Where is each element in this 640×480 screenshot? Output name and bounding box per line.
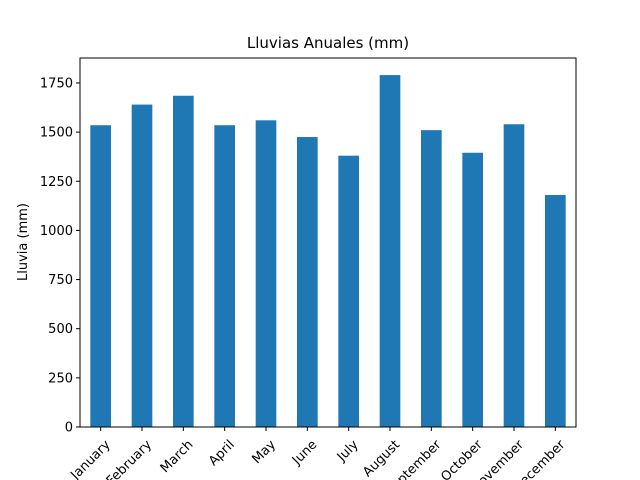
x-tick-label: May	[249, 437, 279, 467]
y-tick-label: 0	[65, 421, 73, 436]
bar-november	[503, 124, 525, 428]
y-tick-label: 1750	[40, 76, 73, 91]
y-axis: 0 250 500 750 1000 1250 1500 1750	[40, 76, 80, 436]
bar-december	[545, 195, 566, 427]
x-tick-label: March	[158, 437, 197, 476]
chart-title: Lluvias Anuales (mm)	[247, 34, 409, 52]
bar-october	[462, 152, 483, 427]
bars-group	[90, 75, 566, 428]
bar-february	[131, 104, 153, 427]
x-tick-label: April	[206, 437, 238, 469]
bar-september	[421, 130, 442, 428]
bar-january	[90, 125, 111, 427]
plot-frame	[79, 57, 577, 428]
bar-april	[214, 125, 235, 427]
bar-july	[338, 155, 359, 427]
y-tick-label: 1250	[40, 175, 73, 190]
x-tick-label: February	[104, 437, 156, 480]
y-tick-label: 250	[48, 371, 73, 386]
y-tick-label: 1500	[40, 126, 73, 141]
y-tick-label: 1000	[40, 224, 73, 239]
x-tick-label: June	[289, 437, 320, 468]
y-tick-label: 500	[48, 322, 73, 337]
bar-march	[173, 95, 194, 428]
bar-may	[255, 120, 277, 428]
y-axis-label: Lluvia (mm)	[16, 203, 31, 281]
y-tick-label: 750	[48, 273, 73, 288]
bar-june	[297, 137, 318, 427]
x-tick-label: July	[334, 437, 362, 465]
bar-august	[379, 75, 401, 427]
